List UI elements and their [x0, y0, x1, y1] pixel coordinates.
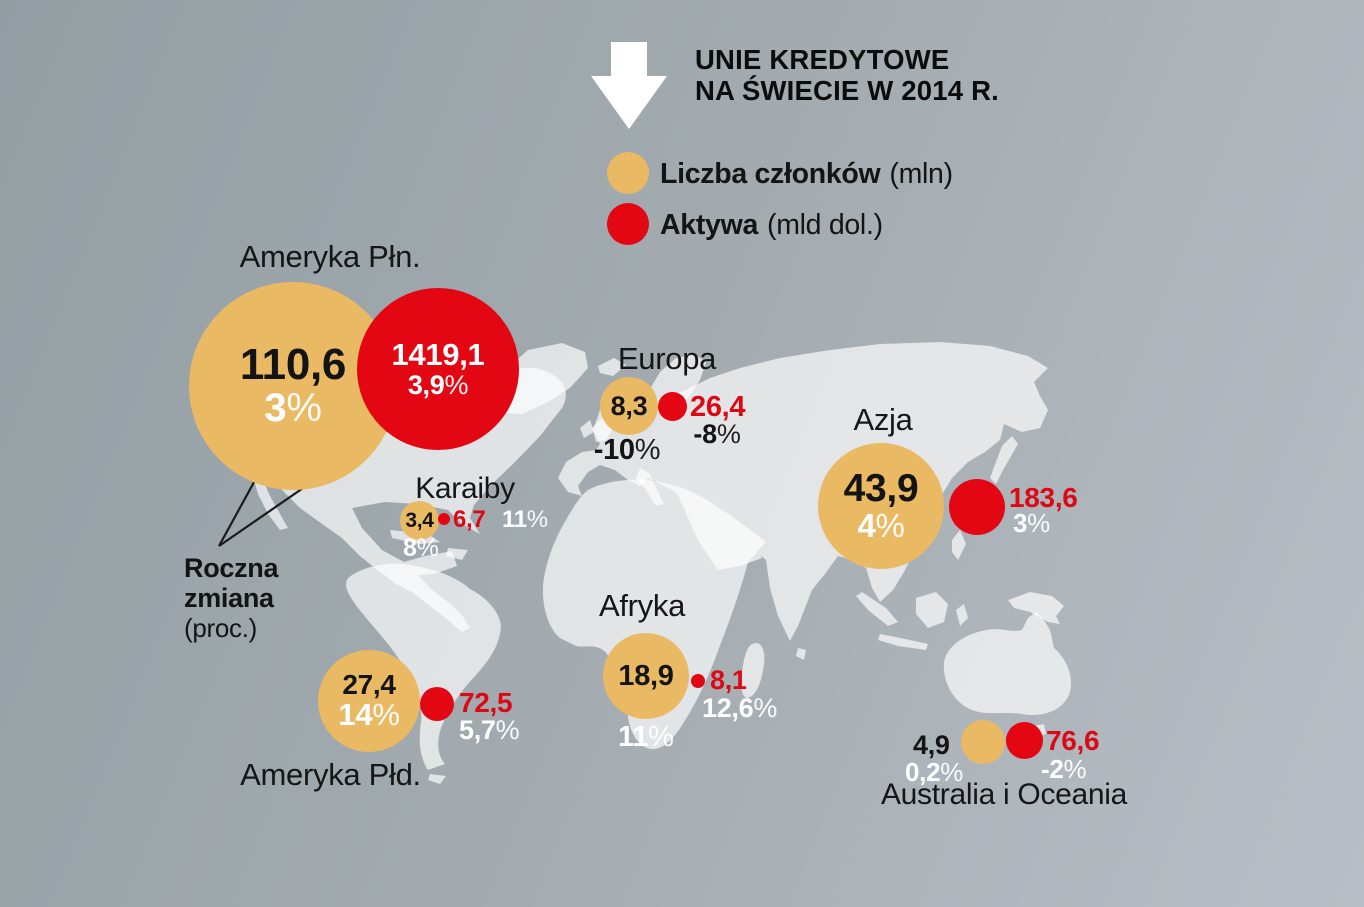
- legend-assets-entry: Aktywa (mld dol.): [660, 209, 883, 242]
- continent-australia: [943, 612, 1072, 716]
- assets-bubble: [1006, 722, 1043, 759]
- hispaniola: [446, 548, 468, 560]
- annotation-line-2: zmiana: [184, 583, 274, 613]
- assets-bubble: [691, 674, 705, 688]
- legend-assets-swatch: [607, 203, 649, 245]
- annotation-line-1: Roczna: [184, 553, 279, 583]
- legend-members-swatch: [607, 152, 649, 194]
- assets-value: 26,4: [690, 391, 746, 423]
- members-change: 11%: [618, 721, 674, 753]
- borneo: [916, 592, 948, 628]
- members-bubble: 3,4: [400, 501, 439, 540]
- legend-assets-unit: (mld dol.): [767, 209, 883, 241]
- members-change: 14%: [338, 697, 400, 733]
- members-value: 3,4: [405, 508, 434, 532]
- assets-change: -8%: [693, 419, 741, 449]
- sri-lanka: [796, 648, 806, 660]
- annotation-line-3: (proc.): [184, 613, 258, 643]
- region-label: Karaiby: [415, 472, 515, 505]
- assets-change: 3,9%: [407, 370, 469, 401]
- assets-bubble: [438, 513, 450, 525]
- assets-value: 76,6: [1046, 725, 1100, 756]
- members-value: 8,3: [610, 390, 648, 421]
- java: [878, 634, 928, 650]
- members-bubble: 18,9: [603, 633, 689, 719]
- region-label: Ameryka Płn.: [239, 239, 421, 274]
- legend-members-label: Liczba członków: [660, 158, 881, 190]
- legend-assets-label: Aktywa: [660, 209, 758, 241]
- japan: [990, 436, 1018, 484]
- annotation-note: Roczna zmiana (proc.): [184, 553, 279, 643]
- members-bubble: 27,4 14%: [318, 650, 420, 752]
- members-value: 43,9: [843, 466, 919, 510]
- members-value: 110,6: [239, 340, 347, 390]
- assets-change: 11%: [502, 506, 548, 533]
- members-change: 0,2%: [905, 757, 964, 787]
- region-label: Australia i Oceania: [880, 778, 1128, 811]
- title-line-2: NA ŚWIECIE W 2014 R.: [695, 75, 1000, 106]
- members-bubble: [961, 720, 1005, 764]
- assets-value: 72,5: [459, 687, 513, 718]
- sulawesi: [956, 604, 968, 626]
- new-guinea: [1008, 592, 1064, 624]
- italy: [636, 468, 664, 506]
- assets-change: 12,6%: [702, 693, 778, 723]
- members-change: 4%: [857, 507, 905, 545]
- philippines: [952, 530, 966, 560]
- region-label: Azja: [853, 402, 913, 437]
- assets-value: 8,1: [710, 665, 747, 695]
- assets-change: -2%: [1041, 754, 1087, 784]
- members-bubble: 110,6 3%: [189, 282, 397, 490]
- page-title: UNIE KREDYTOWE NA ŚWIECIE W 2014 R.: [695, 44, 999, 106]
- sumatra: [856, 592, 898, 626]
- members-bubble: 43,9 4%: [818, 443, 944, 569]
- assets-bubble: [949, 479, 1005, 535]
- members-bubble: 8,3: [600, 377, 658, 435]
- ireland: [580, 420, 594, 438]
- members-change: 3%: [264, 386, 322, 431]
- members-value: 27,4: [342, 669, 396, 701]
- assets-value: 183,6: [1009, 482, 1078, 513]
- assets-change: 3%: [1013, 508, 1050, 538]
- members-value: 4,9: [913, 730, 950, 760]
- members-change: 8%: [403, 534, 439, 562]
- region-label: Ameryka Płd.: [240, 757, 421, 792]
- assets-change: 5,7%: [459, 715, 520, 745]
- assets-value: 6,7: [453, 506, 486, 533]
- members-change: -10%: [593, 434, 661, 466]
- assets-bubble: [658, 392, 687, 421]
- legend-members-unit: (mln): [889, 158, 953, 190]
- assets-bubble: 1419,1 3,9%: [357, 288, 519, 450]
- assets-value: 1419,1: [391, 336, 485, 372]
- title-line-1: UNIE KREDYTOWE: [695, 44, 950, 75]
- down-arrow-icon: [591, 42, 667, 129]
- region-label: Europa: [617, 341, 717, 376]
- members-value: 18,9: [618, 659, 674, 692]
- region-label: Afryka: [598, 588, 686, 623]
- assets-bubble: [420, 687, 454, 721]
- legend-members-entry: Liczba członków (mln): [660, 158, 953, 191]
